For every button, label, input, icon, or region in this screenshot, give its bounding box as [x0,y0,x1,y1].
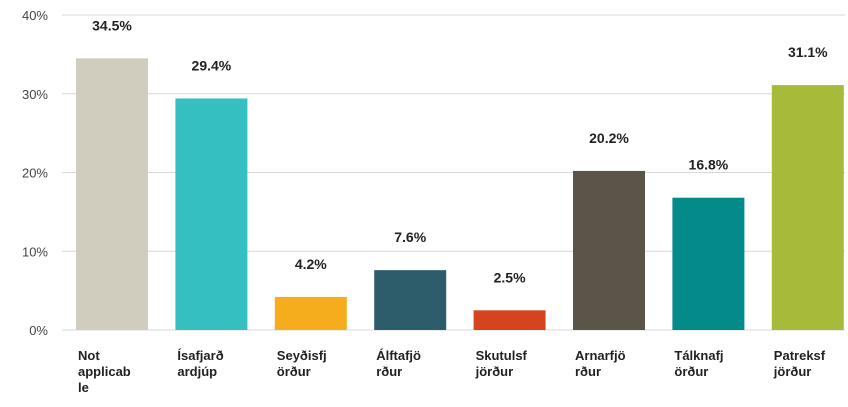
value-label: 16.8% [689,157,729,173]
value-label: 31.1% [788,44,828,60]
bar [573,170,645,330]
value-label: 2.5% [494,269,526,285]
y-tick-label: 10% [22,244,48,259]
bar [76,58,148,330]
x-tick-label: Tálknafj örður [674,348,723,379]
y-tick-label: 40% [22,8,48,23]
x-tick-label: Patreksf jörður [773,348,826,379]
value-label: 20.2% [589,130,629,146]
x-tick-label: Álftafjö rður [376,348,421,379]
y-tick-label: 20% [22,166,48,181]
value-label: 7.6% [394,229,426,245]
bar [274,296,347,330]
y-tick-label: 0% [29,323,48,338]
x-tick-label: Seyðisfj örður [277,348,327,379]
x-tick-label: Arnarfjö rður [575,348,626,379]
x-tick-label: Not applicab le [78,348,131,395]
bar [672,197,745,330]
value-label: 4.2% [295,256,327,272]
bar [771,85,844,331]
x-tick-label: Skutulsf jörður [475,348,528,379]
bar [374,270,447,330]
x-tick-label: Ísafjarð ardjúp [177,348,223,379]
bar [473,310,546,330]
y-tick-label: 30% [22,87,48,102]
bar [175,98,248,330]
value-label: 34.5% [92,17,132,33]
value-label: 29.4% [192,57,232,73]
